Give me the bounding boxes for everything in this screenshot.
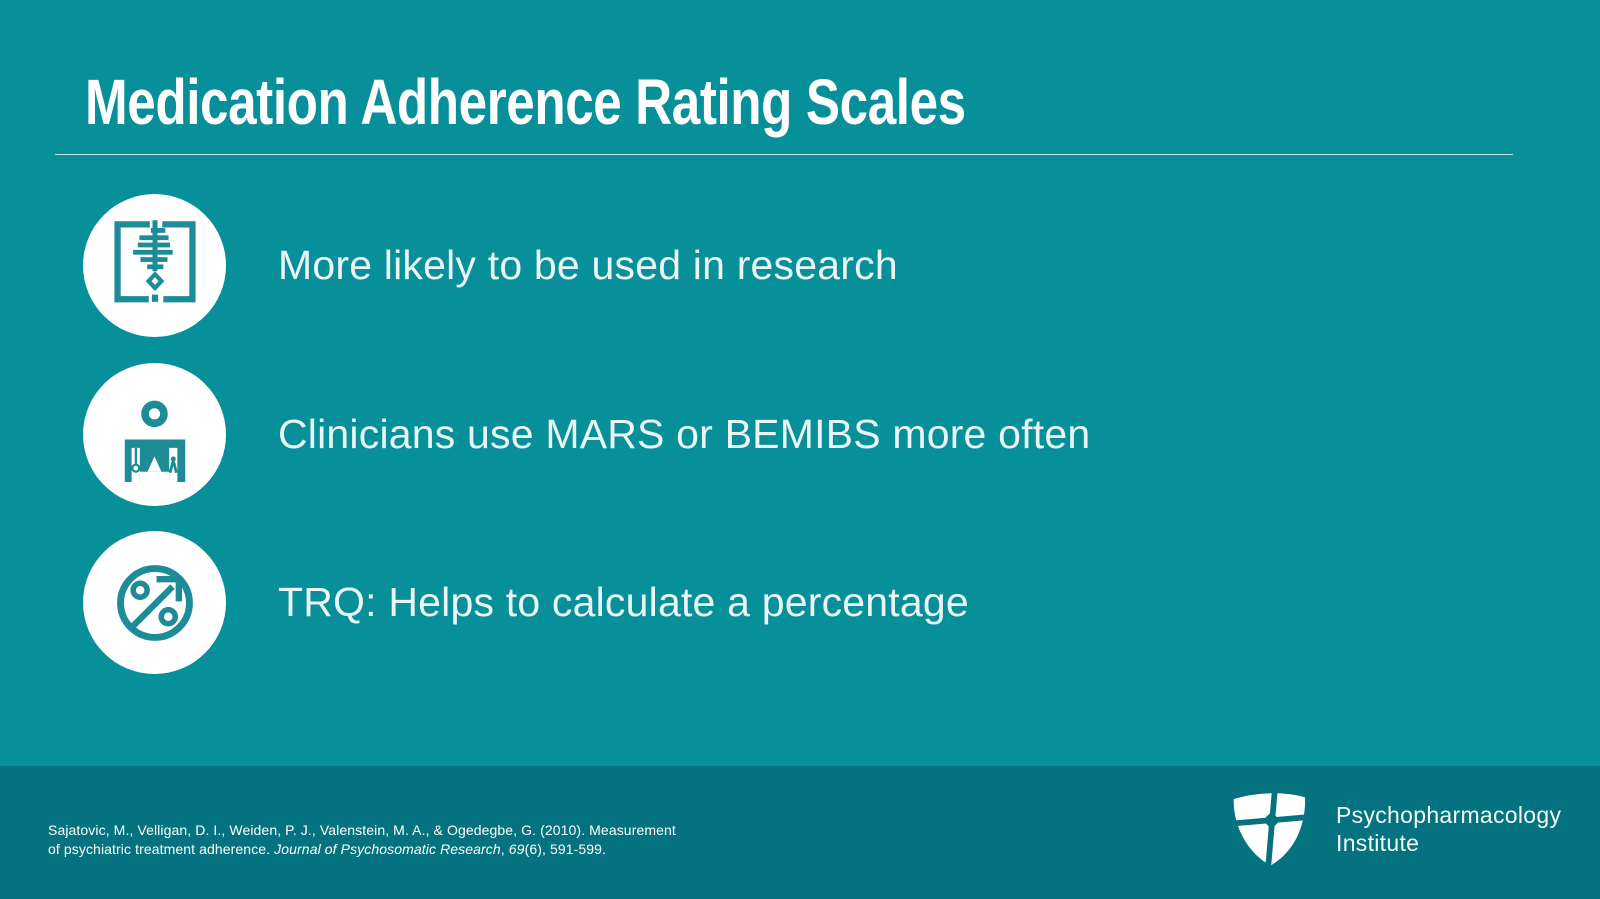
citation: Sajatovic, M., Velligan, D. I., Weiden, … — [48, 821, 676, 859]
bullet-label: TRQ: Helps to calculate a percentage — [278, 579, 969, 625]
shield-cross-icon — [1230, 790, 1309, 868]
bullet-label: More likely to be used in research — [278, 242, 898, 288]
bullet-row-research: More likely to be used in research — [83, 194, 898, 337]
institute-logo-text: Psychopharmacology Institute — [1336, 801, 1561, 857]
medical-record-icon — [113, 219, 196, 302]
page-title: Medication Adherence Rating Scales — [85, 70, 1186, 134]
bullet-row-clinicians: Clinicians use MARS or BEMIBS more often — [83, 363, 1090, 506]
citation-line1: Sajatovic, M., Velligan, D. I., Weiden, … — [48, 822, 676, 838]
institute-logo: Psychopharmacology Institute — [1228, 790, 1561, 868]
bullet-row-trq: TRQ: Helps to calculate a percentage — [83, 531, 969, 674]
percentage-trend-icon — [116, 564, 193, 641]
icon-circle — [83, 531, 226, 674]
icon-circle — [83, 194, 226, 337]
title-divider — [55, 154, 1513, 155]
citation-line2: of psychiatric treatment adherence. Jour… — [48, 841, 607, 857]
page-title-text: Medication Adherence Rating Scales — [85, 66, 966, 138]
icon-circle — [83, 363, 226, 506]
bullet-label: Clinicians use MARS or BEMIBS more often — [278, 411, 1091, 457]
clinician-icon — [124, 400, 185, 482]
footer-band: Sajatovic, M., Velligan, D. I., Weiden, … — [0, 766, 1600, 899]
logo-line2: Institute — [1336, 830, 1420, 856]
logo-line1: Psychopharmacology — [1336, 802, 1562, 828]
